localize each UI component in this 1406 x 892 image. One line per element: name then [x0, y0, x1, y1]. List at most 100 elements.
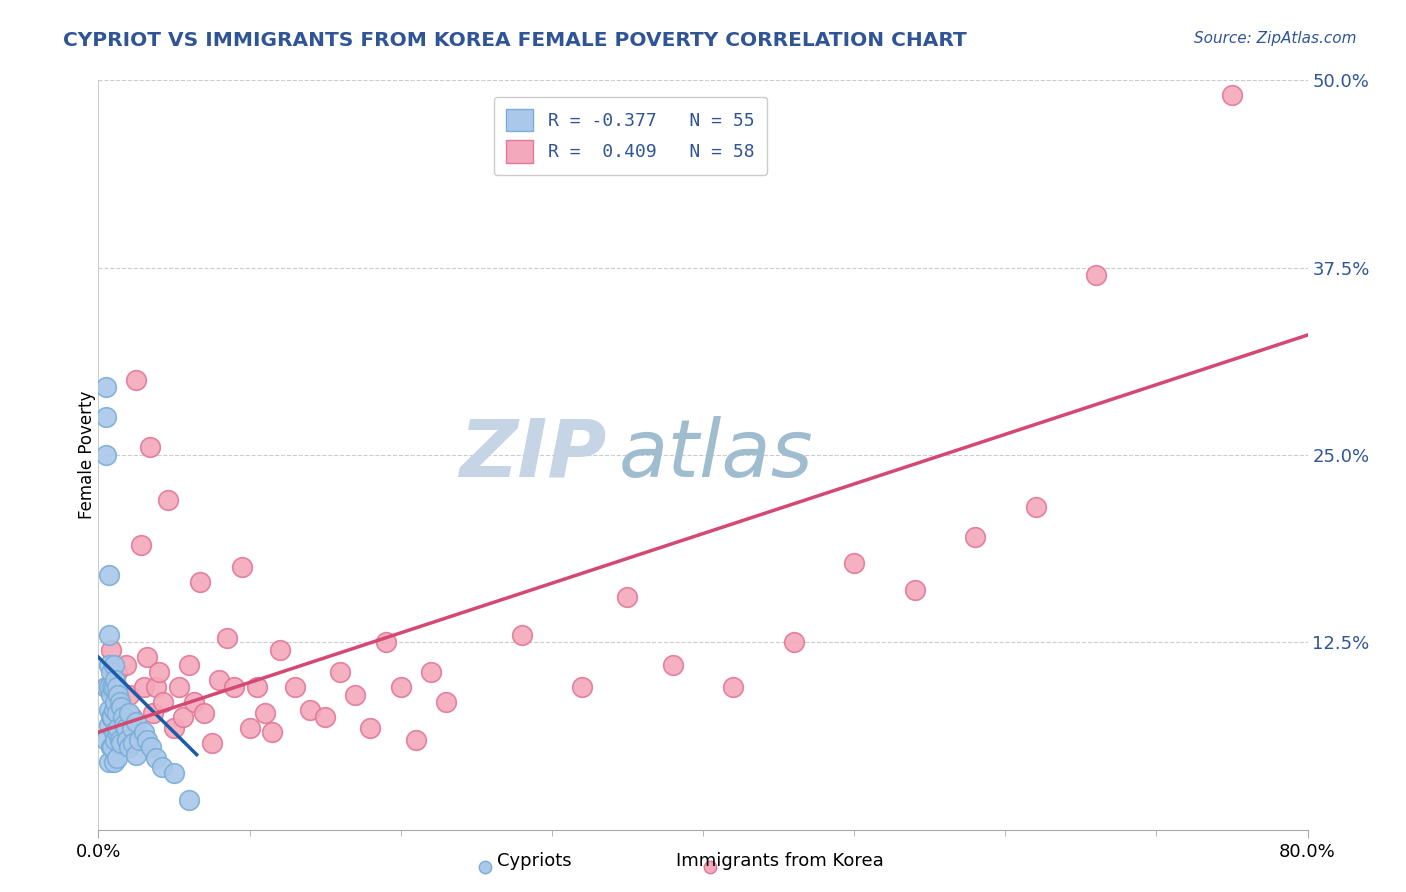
Point — [269, 642, 291, 657]
Point — [110, 736, 132, 750]
Point — [145, 750, 167, 764]
Point — [111, 710, 134, 724]
Point — [110, 699, 132, 714]
Point — [94, 680, 117, 694]
Point — [172, 710, 194, 724]
Point — [129, 538, 152, 552]
Point — [118, 688, 141, 702]
Point — [179, 792, 201, 806]
Point — [103, 725, 125, 739]
Point — [114, 657, 136, 672]
Point — [783, 635, 806, 649]
Point — [98, 628, 121, 642]
Point — [108, 695, 131, 709]
Point — [188, 575, 211, 590]
Point — [100, 740, 122, 755]
Point — [100, 688, 122, 702]
Legend: R = -0.377   N = 55, R =  0.409   N = 58: R = -0.377 N = 55, R = 0.409 N = 58 — [494, 97, 768, 175]
Point — [100, 665, 122, 680]
Y-axis label: Female Poverty: Female Poverty — [79, 391, 96, 519]
Point — [965, 530, 987, 544]
Point — [100, 642, 122, 657]
Point — [215, 631, 238, 645]
Point — [101, 710, 124, 724]
Point — [163, 765, 186, 780]
Point — [142, 706, 165, 720]
Point — [239, 721, 262, 735]
Point — [224, 680, 246, 694]
Point — [135, 650, 157, 665]
Point — [616, 591, 638, 605]
Point — [105, 680, 128, 694]
Point — [105, 706, 128, 720]
Point — [94, 380, 117, 394]
Point — [132, 680, 155, 694]
Point — [112, 717, 135, 731]
Point — [128, 732, 150, 747]
Point — [103, 657, 125, 672]
Point — [723, 680, 745, 694]
Point — [98, 680, 121, 694]
Point — [101, 740, 124, 755]
Point — [98, 717, 121, 731]
Point — [167, 680, 190, 694]
Point — [104, 673, 127, 687]
Point — [139, 441, 162, 455]
Point — [231, 560, 253, 574]
Point — [299, 703, 322, 717]
Point — [107, 688, 129, 702]
Text: Source: ZipAtlas.com: Source: ZipAtlas.com — [1194, 31, 1357, 46]
Point — [374, 635, 396, 649]
Point — [104, 732, 127, 747]
Point — [201, 736, 224, 750]
Point — [108, 732, 131, 747]
Point — [132, 725, 155, 739]
Point — [98, 755, 121, 769]
Point — [94, 680, 117, 694]
Text: Cypriots: Cypriots — [496, 852, 572, 870]
Point — [107, 721, 129, 735]
Point — [183, 695, 205, 709]
Point — [284, 680, 307, 694]
Point — [262, 725, 284, 739]
Point — [360, 721, 382, 735]
Point — [103, 703, 125, 717]
Point — [105, 725, 128, 739]
Point — [405, 732, 427, 747]
Point — [661, 657, 683, 672]
Point — [904, 582, 927, 597]
Point — [150, 759, 173, 773]
Point — [510, 628, 533, 642]
Point — [699, 860, 721, 874]
Point — [94, 410, 117, 425]
Text: ZIP: ZIP — [458, 416, 606, 494]
Point — [121, 721, 143, 735]
Point — [1085, 268, 1108, 282]
Point — [141, 740, 163, 755]
Text: atlas: atlas — [619, 416, 813, 494]
Point — [1220, 88, 1243, 103]
Point — [314, 710, 336, 724]
Point — [474, 860, 496, 874]
Point — [193, 706, 215, 720]
Point — [152, 695, 174, 709]
Text: Immigrants from Korea: Immigrants from Korea — [676, 852, 884, 870]
Point — [208, 673, 231, 687]
Point — [571, 680, 593, 694]
Point — [179, 657, 201, 672]
Point — [121, 710, 143, 724]
Point — [329, 665, 352, 680]
Point — [118, 740, 141, 755]
Point — [163, 721, 186, 735]
Point — [246, 680, 269, 694]
Point — [344, 688, 367, 702]
Point — [110, 695, 132, 709]
Point — [122, 736, 145, 750]
Point — [125, 373, 148, 387]
Point — [103, 755, 125, 769]
Point — [105, 750, 128, 764]
Point — [148, 665, 170, 680]
Text: CYPRIOT VS IMMIGRANTS FROM KOREA FEMALE POVERTY CORRELATION CHART: CYPRIOT VS IMMIGRANTS FROM KOREA FEMALE … — [63, 31, 967, 50]
Point — [103, 680, 125, 694]
Point — [434, 695, 457, 709]
